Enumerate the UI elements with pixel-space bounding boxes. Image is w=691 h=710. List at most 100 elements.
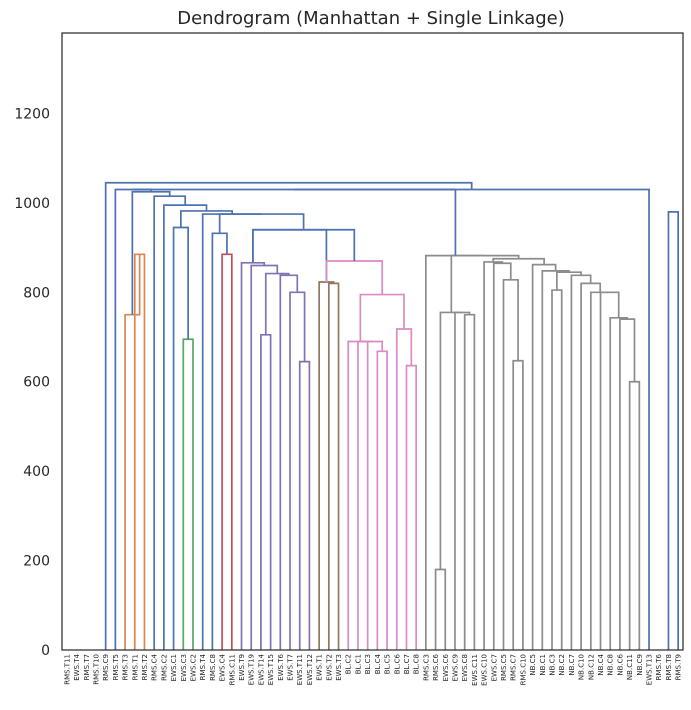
leaf-label: RMS.C7 bbox=[510, 654, 518, 681]
leaf-label: EWS.C4 bbox=[219, 653, 227, 681]
leaf-label: RMS.T8 bbox=[665, 654, 673, 680]
dendrogram-links bbox=[104, 181, 679, 650]
dendrogram-link bbox=[512, 359, 524, 650]
dendrogram-link bbox=[104, 181, 473, 650]
leaf-label: NB.C2 bbox=[558, 654, 566, 676]
leaf-label: EWS.T3 bbox=[335, 654, 343, 681]
leaf-label: RMS.C6 bbox=[432, 653, 440, 680]
leaf-label: NB.C1 bbox=[539, 654, 547, 676]
leaf-label: EWS.T11 bbox=[296, 654, 304, 685]
leaf-label: RMS.T1 bbox=[131, 654, 139, 680]
dendrogram-link bbox=[260, 333, 272, 650]
dendrogram-link bbox=[124, 254, 141, 650]
dendrogram-link bbox=[405, 364, 418, 650]
dendrogram-link bbox=[531, 263, 557, 650]
leaf-label: RMS.C3 bbox=[422, 654, 430, 681]
leaf-label: RMS.T3 bbox=[122, 654, 130, 680]
leaf-label: EWS.C7 bbox=[490, 654, 498, 681]
dendrogram-link bbox=[250, 264, 279, 650]
dendrogram-link bbox=[221, 253, 233, 650]
leaf-label: NB.C5 bbox=[529, 654, 537, 676]
leaf-label: NB.C3 bbox=[549, 654, 557, 676]
dendrogram-link bbox=[609, 316, 629, 650]
dendrogram-link bbox=[483, 261, 504, 650]
leaf-label: BL.C2 bbox=[345, 654, 353, 674]
leaf-label: NB.C12 bbox=[587, 654, 595, 680]
y-tick-label: 0 bbox=[41, 643, 50, 659]
leaf-label: NB.C4 bbox=[597, 653, 605, 675]
dendrogram-link bbox=[133, 253, 146, 650]
leaf-label: BL.C1 bbox=[354, 654, 362, 674]
plot-frame bbox=[61, 32, 684, 651]
leaf-label: BL.C7 bbox=[403, 654, 411, 674]
y-tick-label: 600 bbox=[23, 375, 50, 391]
dendrogram-link bbox=[492, 262, 512, 650]
leaf-label: EWS.C11 bbox=[471, 654, 479, 686]
leaf-label: NB.C8 bbox=[607, 654, 615, 676]
leaf-label: RMS.T11 bbox=[63, 654, 71, 685]
y-axis: 0 200 400 600 800 1000 1200 bbox=[14, 106, 50, 659]
leaf-label: RMS.C11 bbox=[228, 654, 236, 685]
leaf-label: RMS.T2 bbox=[141, 654, 149, 680]
leaf-label: EWS.T4 bbox=[73, 653, 81, 680]
leaf-label: RMS.C4 bbox=[151, 653, 159, 680]
leaf-label: EWS.T19 bbox=[248, 654, 256, 685]
dendrogram-link bbox=[264, 272, 290, 335]
leaf-label: EWS.C10 bbox=[481, 654, 489, 686]
leaf-label: EWS.C9 bbox=[451, 654, 459, 681]
leaf-label: BL.C6 bbox=[393, 653, 401, 674]
dendrogram-link bbox=[551, 289, 563, 650]
leaf-label: EWS.T14 bbox=[257, 653, 265, 685]
dendrogram-link bbox=[425, 254, 485, 650]
dendrogram-link bbox=[580, 282, 602, 650]
leaf-label: EWS.T1 bbox=[316, 654, 324, 681]
leaf-label: EWS.C8 bbox=[461, 654, 469, 681]
dendrogram-link bbox=[667, 210, 679, 650]
dendrogram-link bbox=[434, 568, 447, 650]
dendrogram-link bbox=[294, 188, 650, 650]
dendrogram-link bbox=[289, 291, 306, 650]
leaf-label: NB.C11 bbox=[626, 654, 634, 680]
leaf-label: RMS.T10 bbox=[92, 654, 100, 685]
x-axis-leaf-labels: RMS.T11 EWS.T4 RMS.T7 RMS.T10 RMS.C9 RMS.T5 RM… bbox=[63, 653, 682, 685]
dendrogram-link bbox=[362, 340, 384, 352]
y-tick-label: 1200 bbox=[14, 106, 50, 122]
leaf-label: RMS.T7 bbox=[83, 654, 91, 680]
dendrogram-link bbox=[327, 282, 340, 650]
dendrogram-link bbox=[463, 313, 476, 650]
leaf-label: RMS.C10 bbox=[519, 654, 527, 685]
leaf-label: EWS.C2 bbox=[189, 654, 197, 681]
leaf-label: RMS.C5 bbox=[500, 654, 508, 681]
dendrogram-link bbox=[325, 260, 384, 295]
dendrogram-link bbox=[153, 195, 187, 650]
dendrogram-link bbox=[454, 311, 471, 650]
dendrogram-link bbox=[450, 254, 520, 313]
dendrogram-link bbox=[318, 281, 335, 650]
leaf-label: BL.C5 bbox=[384, 654, 392, 674]
leaf-label: EWS.T6 bbox=[277, 653, 285, 680]
leaf-label: RMS.T6 bbox=[655, 653, 663, 680]
dendrogram-link bbox=[279, 274, 299, 650]
y-tick-label: 200 bbox=[23, 554, 50, 570]
leaf-label: RMS.C2 bbox=[160, 654, 168, 681]
dendrogram-link bbox=[211, 232, 228, 650]
dendrogram-link bbox=[376, 350, 388, 650]
leaf-label: NB.C7 bbox=[568, 654, 576, 676]
leaf-label: EWS.T12 bbox=[306, 654, 314, 685]
dendrogram-link bbox=[298, 360, 311, 650]
leaf-label: EWS.T7 bbox=[287, 654, 295, 681]
dendrogram-link bbox=[395, 328, 413, 650]
dendrogram-link bbox=[182, 338, 194, 650]
dendrogram-link bbox=[357, 340, 369, 650]
dendrogram-link bbox=[218, 213, 305, 234]
dendrogram-link bbox=[541, 270, 570, 650]
dendrogram-link bbox=[252, 228, 356, 263]
leaf-label: RMS.T5 bbox=[112, 654, 120, 680]
leaf-label: RMS.C8 bbox=[209, 654, 217, 681]
leaf-label: EWS.C3 bbox=[180, 654, 188, 681]
leaf-label: RMS.T4 bbox=[199, 653, 207, 680]
leaf-label: RMS.C9 bbox=[102, 654, 110, 681]
leaf-label: EWS.T13 bbox=[646, 654, 654, 685]
leaf-label: BL.C3 bbox=[364, 654, 372, 674]
